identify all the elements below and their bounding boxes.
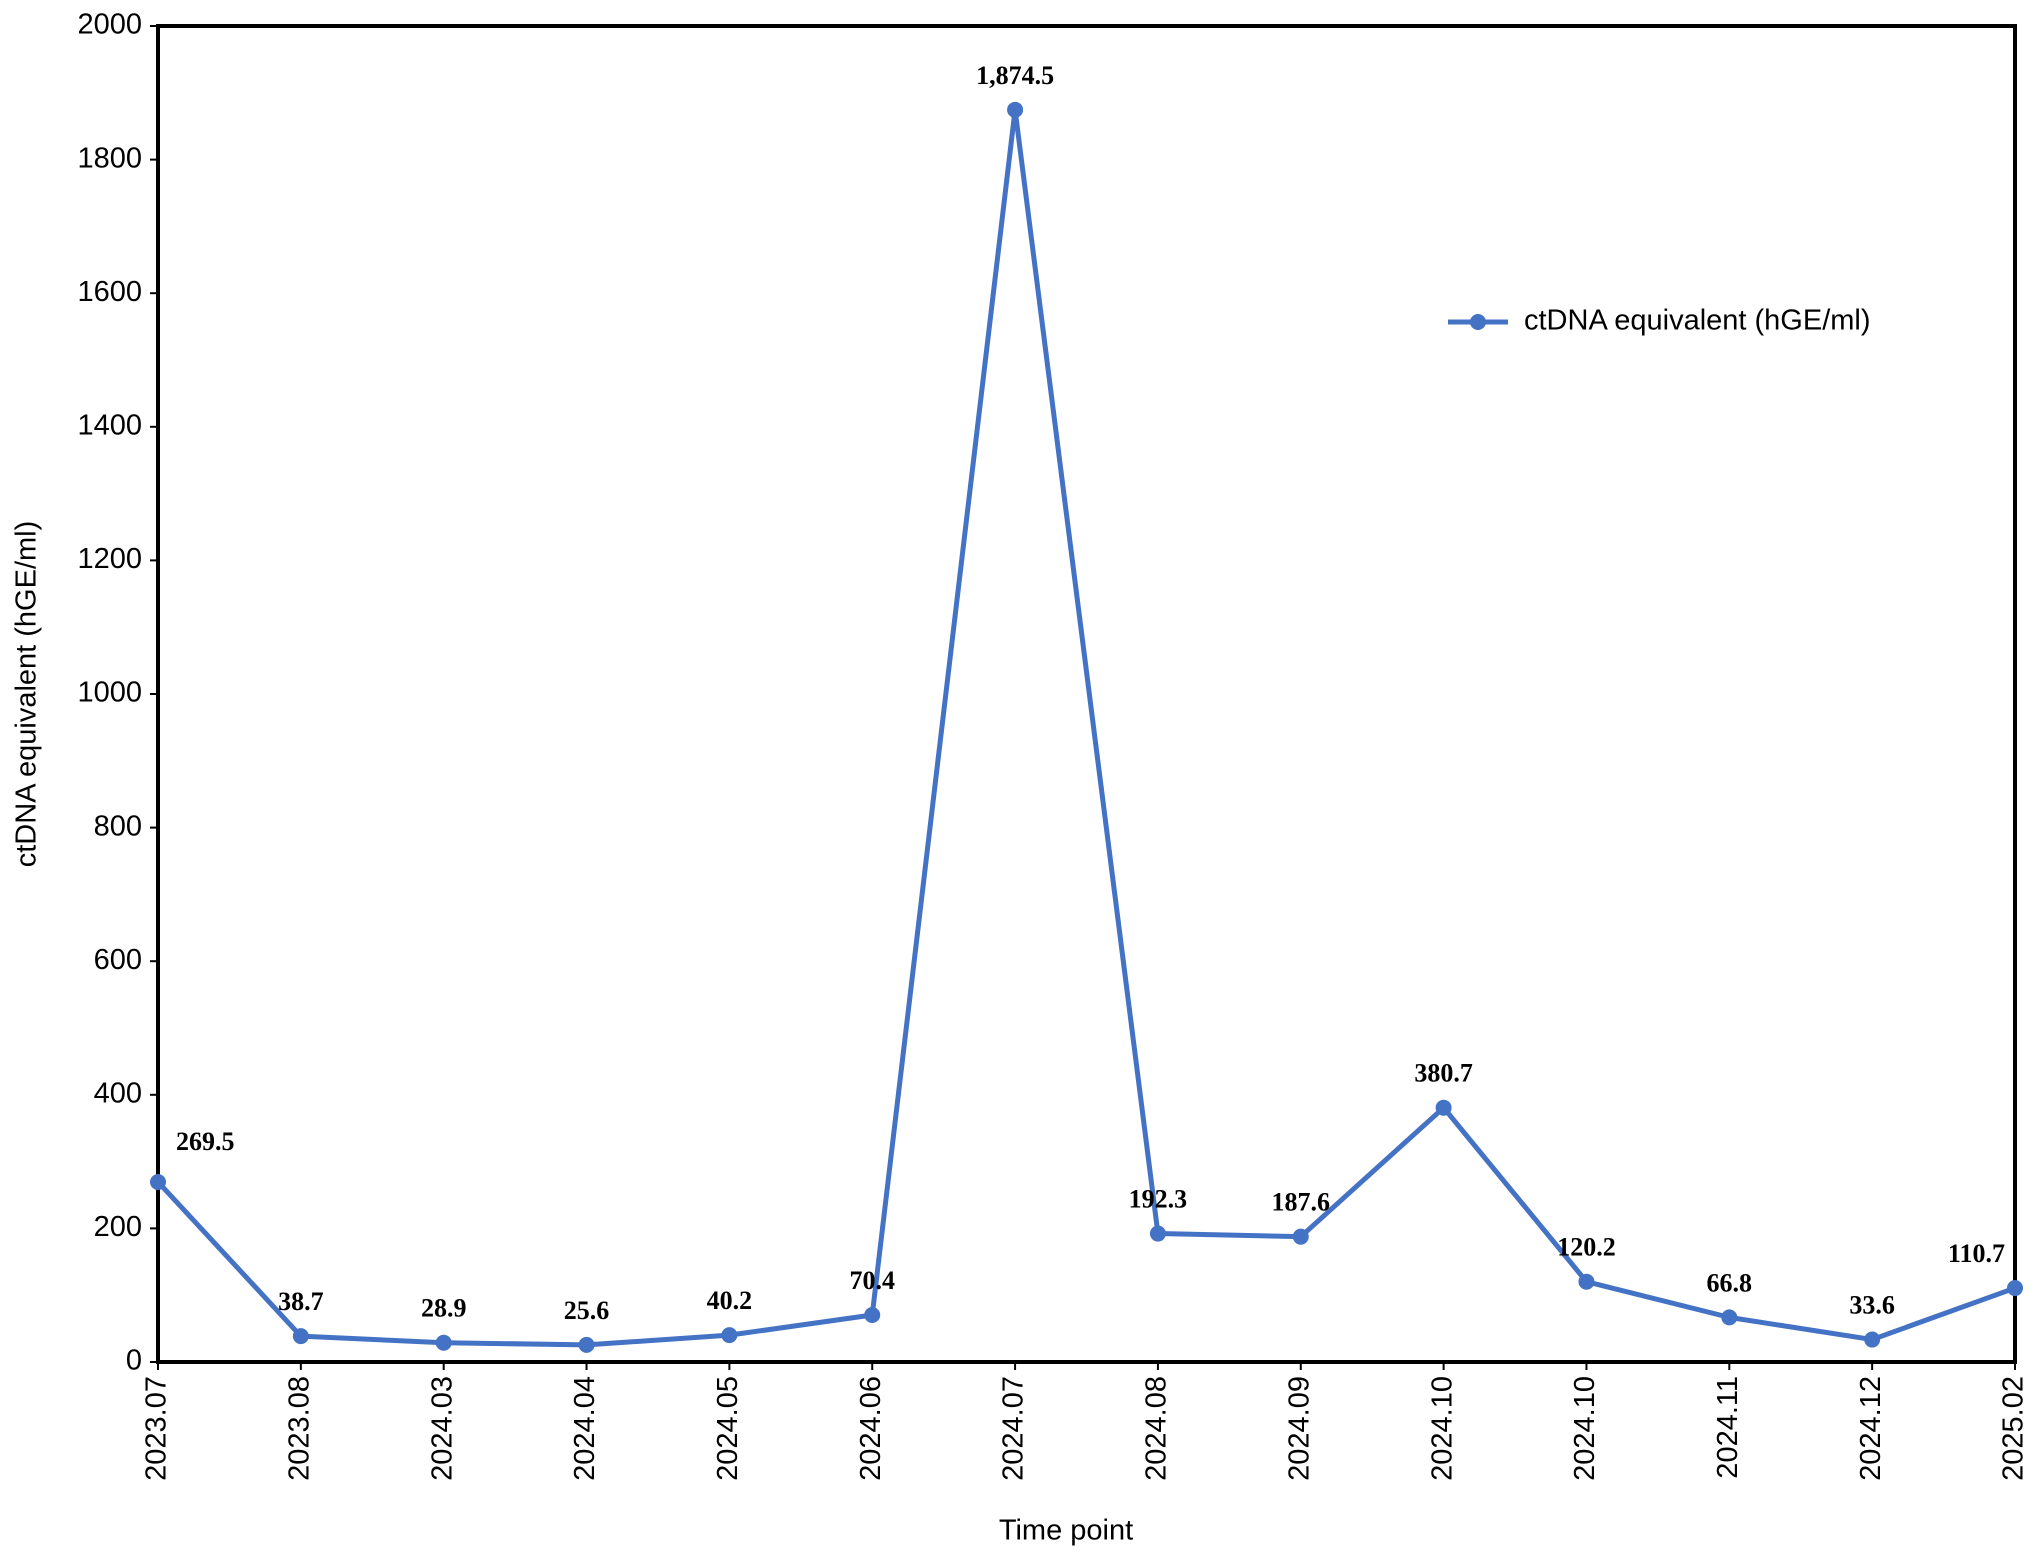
x-axis-label: Time point	[999, 1515, 1133, 1547]
x-tick-label: 2024.04	[569, 1376, 601, 1481]
data-label: 187.6	[1272, 1188, 1331, 1217]
data-point	[2007, 1280, 2023, 1297]
x-tick-label: 2024.05	[712, 1376, 744, 1481]
data-point	[435, 1334, 452, 1351]
data-label: 28.9	[421, 1294, 467, 1323]
data-label: 70.4	[849, 1266, 895, 1295]
data-point	[578, 1336, 595, 1353]
x-tick-label: 2024.10	[1569, 1376, 1601, 1481]
data-label: 380.7	[1414, 1059, 1473, 1088]
x-tick-label: 2024.10	[1426, 1376, 1458, 1481]
x-tick-label: 2024.06	[855, 1376, 887, 1481]
x-tick-label: 2024.11	[1712, 1376, 1744, 1479]
x-tick-label: 2025.02	[1998, 1376, 2030, 1481]
data-label: 40.2	[707, 1286, 753, 1315]
data-point	[1007, 101, 1024, 118]
legend-label: ctDNA equivalent (hGE/ml)	[1524, 305, 1871, 337]
data-label: 120.2	[1557, 1233, 1616, 1262]
y-tick-label: 2000	[77, 9, 142, 41]
y-tick-label: 1400	[77, 409, 142, 441]
y-tick-label: 0	[126, 1345, 142, 1377]
data-point	[1864, 1331, 1881, 1348]
x-tick-label: 2024.12	[1855, 1376, 1887, 1481]
data-label: 33.6	[1849, 1291, 1895, 1320]
data-point	[150, 1173, 166, 1190]
y-tick-label: 1200	[77, 543, 142, 575]
data-label: 110.7	[1948, 1239, 2005, 1268]
data-point	[1435, 1099, 1452, 1116]
plot-frame	[156, 24, 2017, 1364]
data-line	[156, 107, 2016, 1348]
x-tick-label: 2024.07	[998, 1376, 1030, 1481]
x-tick-label: 2024.08	[1141, 1376, 1173, 1481]
data-label: 1,874.5	[976, 61, 1054, 90]
data-point	[1578, 1273, 1595, 1290]
y-tick-label: 1800	[77, 142, 142, 174]
x-tick-label: 2023.07	[141, 1376, 173, 1481]
data-label: 66.8	[1707, 1268, 1753, 1297]
data-point	[721, 1327, 738, 1344]
data-label: 192.3	[1129, 1185, 1188, 1214]
data-point	[864, 1306, 881, 1323]
y-tick-label: 400	[94, 1077, 142, 1109]
x-tick-label: 2024.03	[426, 1376, 458, 1481]
y-tick-label: 800	[94, 810, 142, 842]
data-point	[1292, 1228, 1309, 1245]
y-tick-label: 1600	[77, 276, 142, 308]
data-label: 25.6	[564, 1296, 610, 1325]
data-label: 269.5	[176, 1127, 235, 1156]
y-tick-label: 600	[94, 944, 142, 976]
y-tick-label: 1000	[77, 677, 142, 709]
data-point	[292, 1328, 309, 1345]
x-tick-label: 2024.09	[1283, 1376, 1315, 1481]
data-point	[1149, 1225, 1166, 1242]
y-axis-label: ctDNA equivalent (hGE/ml)	[11, 521, 43, 868]
data-point	[1721, 1309, 1738, 1326]
data-label: 38.7	[278, 1287, 324, 1316]
y-tick-label: 200	[94, 1211, 142, 1243]
x-tick-label: 2023.08	[284, 1376, 316, 1481]
legend-marker	[1470, 314, 1486, 330]
